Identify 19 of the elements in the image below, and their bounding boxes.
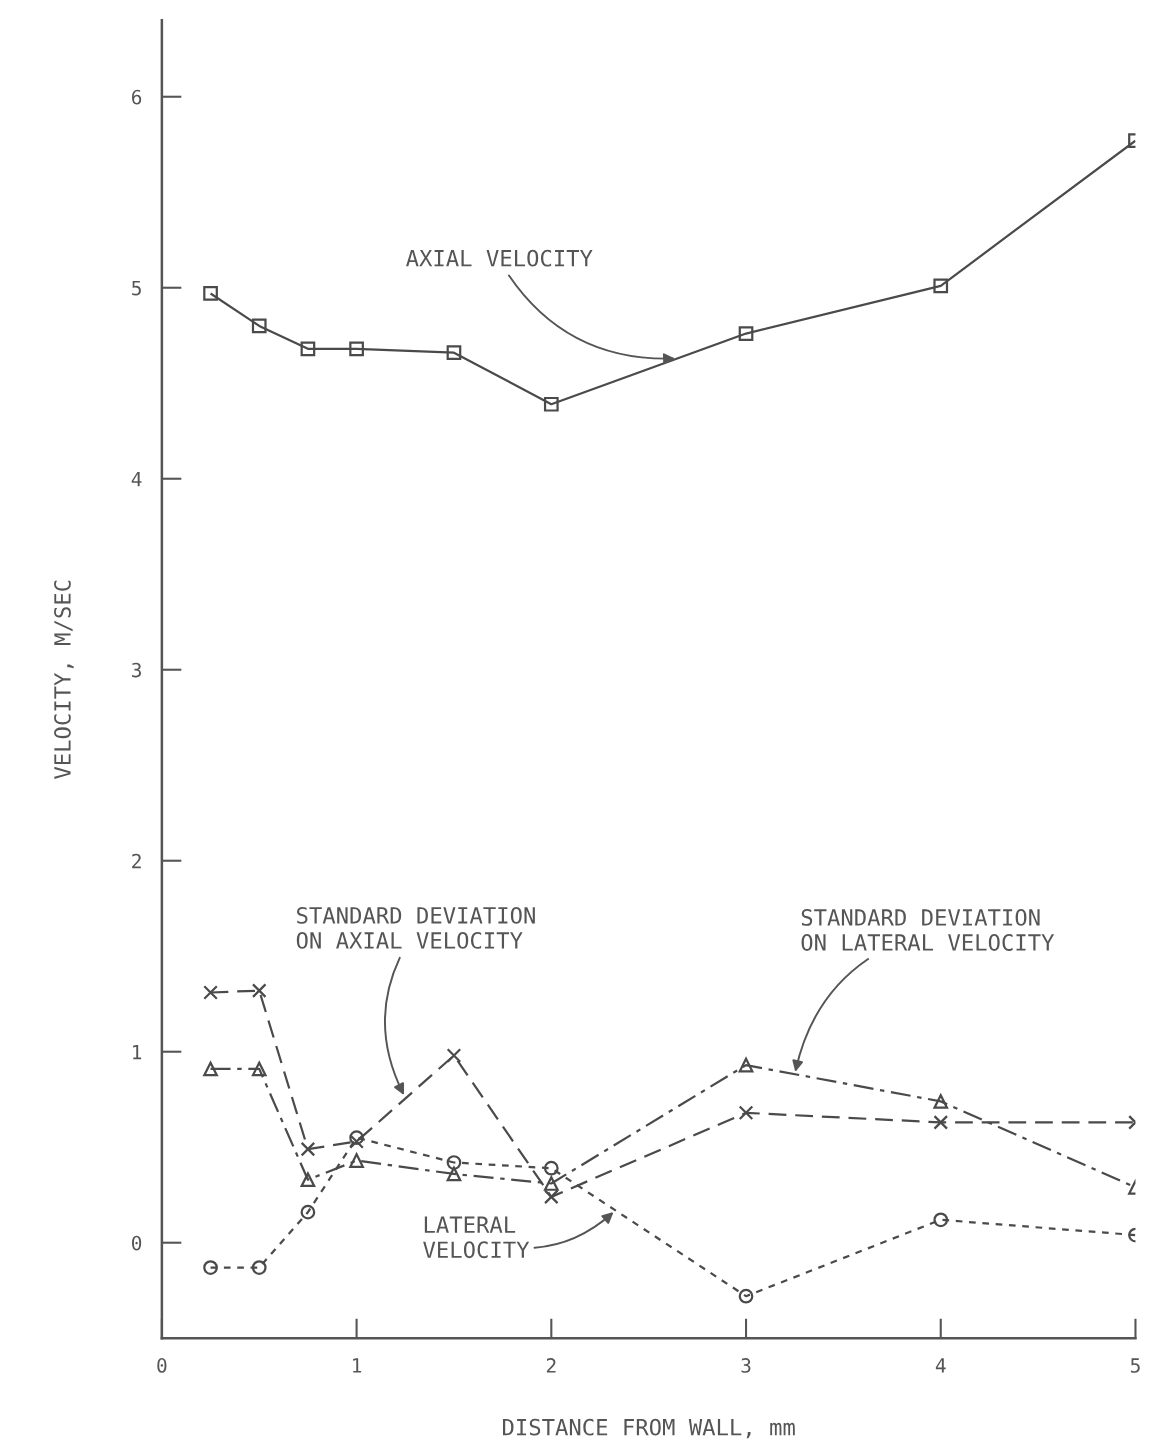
y-tick-label: 2 [132, 853, 141, 869]
y-tick-label: 6 [131, 89, 142, 105]
y-tick-label: 3 [132, 662, 141, 678]
x-tick-label: 4 [935, 1358, 946, 1373]
annotation: STANDARD DEVIATION ON AXIAL VELOCITY [296, 906, 535, 949]
annotation: AXIAL VELOCITY [406, 249, 593, 267]
x-tick-label: 3 [741, 1358, 751, 1373]
y-tick-label: 5 [132, 281, 141, 296]
x-axis-title: DISTANCE FROM WALL, mm [502, 1418, 795, 1439]
y-tick-label: 0 [131, 1235, 142, 1251]
y-tick-label: 4 [131, 471, 142, 487]
x-tick-label: 1 [353, 1358, 362, 1373]
annotation: STANDARD DEVIATION ON LATERAL VELOCITY [801, 909, 1055, 951]
x-tick-label: 2 [546, 1358, 556, 1373]
y-tick-label: 1 [133, 1044, 142, 1060]
y-axis-title: VELOCITY, M/SEC [54, 580, 74, 779]
x-tick-label: 0 [157, 1358, 167, 1373]
x-tick-label: 5 [1130, 1358, 1140, 1373]
annotation: LATERAL VELOCITY [423, 1216, 530, 1259]
